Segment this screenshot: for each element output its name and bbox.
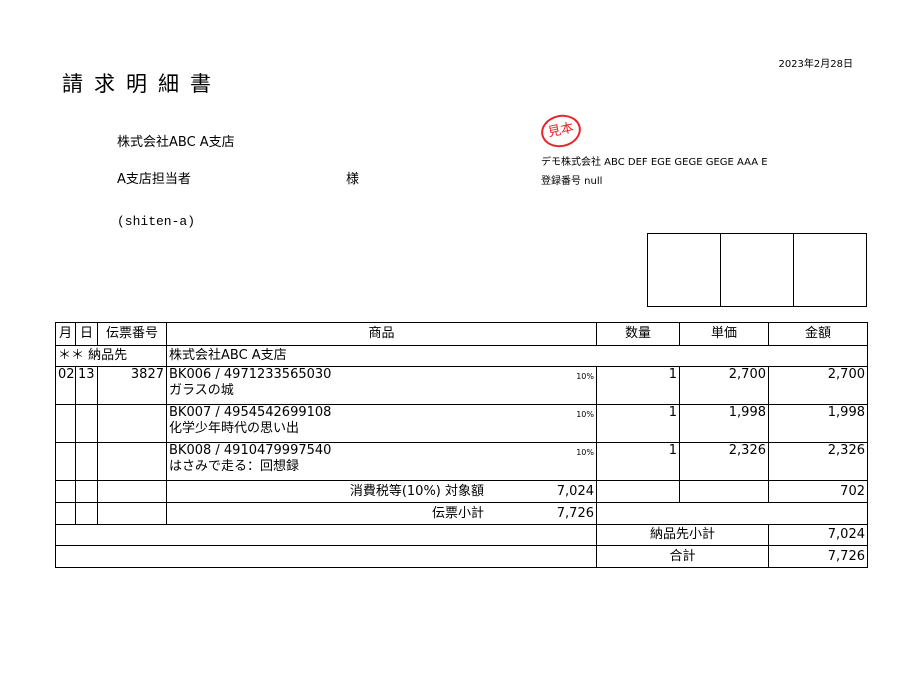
delivery-subtotal: 7,024 bbox=[768, 524, 868, 546]
header-product: 商品 bbox=[166, 322, 597, 346]
cell-qty: 1 bbox=[596, 366, 680, 405]
seal-box bbox=[648, 234, 720, 306]
sample-stamp: 見本 bbox=[538, 111, 584, 151]
total-label: 合計 bbox=[596, 545, 769, 568]
tax-row: 消費税等(10%) 対象額 7,024 702 bbox=[55, 480, 868, 503]
cell-qty: 1 bbox=[596, 404, 680, 443]
cell-amount: 2,326 bbox=[768, 442, 868, 481]
cell-amount: 1,998 bbox=[768, 404, 868, 443]
cell-product: 10% BK006 / 4971233565030 ガラスの城 bbox=[166, 366, 597, 405]
tax-rate: 10% bbox=[576, 372, 594, 381]
customer-contact: A支店担当者 bbox=[117, 172, 191, 187]
header-day: 日 bbox=[75, 322, 98, 346]
cell-slip bbox=[97, 404, 167, 443]
cell-day bbox=[75, 404, 98, 443]
header-price: 単価 bbox=[679, 322, 769, 346]
customer-code: (shiten-a) bbox=[117, 214, 196, 229]
cell-product: 10% BK007 / 4954542699108 化学少年時代の思い出 bbox=[166, 404, 597, 443]
cell-qty: 1 bbox=[596, 442, 680, 481]
delivery-subtotal-row: 納品先小計 7,024 bbox=[55, 524, 868, 546]
cell-product: 10% BK008 / 4910479997540 はさみで走る：回想録 bbox=[166, 442, 597, 481]
cell-price: 2,700 bbox=[679, 366, 769, 405]
header-row: 月 日 伝票番号 商品 数量 単価 金額 bbox=[55, 322, 868, 346]
header-month: 月 bbox=[55, 322, 76, 346]
issuer-registration: 登録番号 null bbox=[541, 176, 603, 187]
delivery-marker: ＊＊ bbox=[58, 348, 85, 363]
tax-amount: 702 bbox=[768, 480, 868, 503]
product-code: BK006 / 4971233565030 bbox=[169, 367, 332, 383]
header-amount: 金額 bbox=[768, 322, 868, 346]
delivery-subtotal-label: 納品先小計 bbox=[596, 524, 769, 546]
cell-price: 2,326 bbox=[679, 442, 769, 481]
total-row: 合計 7,726 bbox=[55, 545, 868, 568]
tax-label: 消費税等(10%) 対象額 bbox=[349, 483, 484, 499]
delivery-label: 納品先 bbox=[88, 348, 128, 363]
product-code: BK007 / 4954542699108 bbox=[169, 405, 332, 421]
table-row: 02 13 3827 10% BK006 / 4971233565030 ガラスの城… bbox=[55, 366, 868, 405]
customer-name: 株式会社ABC A支店 bbox=[117, 135, 235, 150]
slip-subtotal-row: 伝票小計 7,726 bbox=[55, 502, 868, 525]
cell-month: 02 bbox=[55, 366, 76, 405]
cell-month bbox=[55, 404, 76, 443]
delivery-row: ＊＊ 納品先 株式会社ABC A支店 bbox=[55, 345, 868, 367]
table-row: 10% BK008 / 4910479997540 はさみで走る：回想録 1 2,3… bbox=[55, 442, 868, 481]
seal-box bbox=[720, 234, 793, 306]
slip-subtotal: 7,726 bbox=[556, 505, 594, 521]
invoice-table: 月 日 伝票番号 商品 数量 単価 金額 ＊＊ 納品先 株式会社ABC A支店 … bbox=[55, 322, 868, 568]
cell-day: 13 bbox=[75, 366, 98, 405]
cell-price: 1,998 bbox=[679, 404, 769, 443]
product-code: BK008 / 4910479997540 bbox=[169, 443, 332, 459]
seal-box bbox=[793, 234, 866, 306]
header-slip: 伝票番号 bbox=[97, 322, 167, 346]
product-name: 化学少年時代の思い出 bbox=[169, 421, 300, 436]
header-qty: 数量 bbox=[596, 322, 680, 346]
cell-slip: 3827 bbox=[97, 366, 167, 405]
table-row: 10% BK007 / 4954542699108 化学少年時代の思い出 1 1,9… bbox=[55, 404, 868, 443]
tax-rate: 10% bbox=[576, 448, 594, 457]
page-title: 請求明細書 bbox=[62, 72, 222, 96]
tax-rate: 10% bbox=[576, 410, 594, 419]
cell-day bbox=[75, 442, 98, 481]
issuer-company: デモ株式会社 ABC DEF EGE GEGE GEGE AAA E bbox=[541, 157, 768, 168]
issue-date: 2023年2月28日 bbox=[778, 59, 853, 70]
product-name: はさみで走る：回想録 bbox=[169, 459, 300, 474]
total: 7,726 bbox=[768, 545, 868, 568]
slip-subtotal-label: 伝票小計 bbox=[431, 505, 484, 521]
cell-slip bbox=[97, 442, 167, 481]
cell-month bbox=[55, 442, 76, 481]
honorific: 様 bbox=[346, 172, 360, 187]
tax-base: 7,024 bbox=[556, 483, 594, 499]
delivery-name: 株式会社ABC A支店 bbox=[166, 345, 868, 367]
product-name: ガラスの城 bbox=[169, 383, 234, 398]
cell-amount: 2,700 bbox=[768, 366, 868, 405]
seal-boxes bbox=[647, 233, 867, 307]
